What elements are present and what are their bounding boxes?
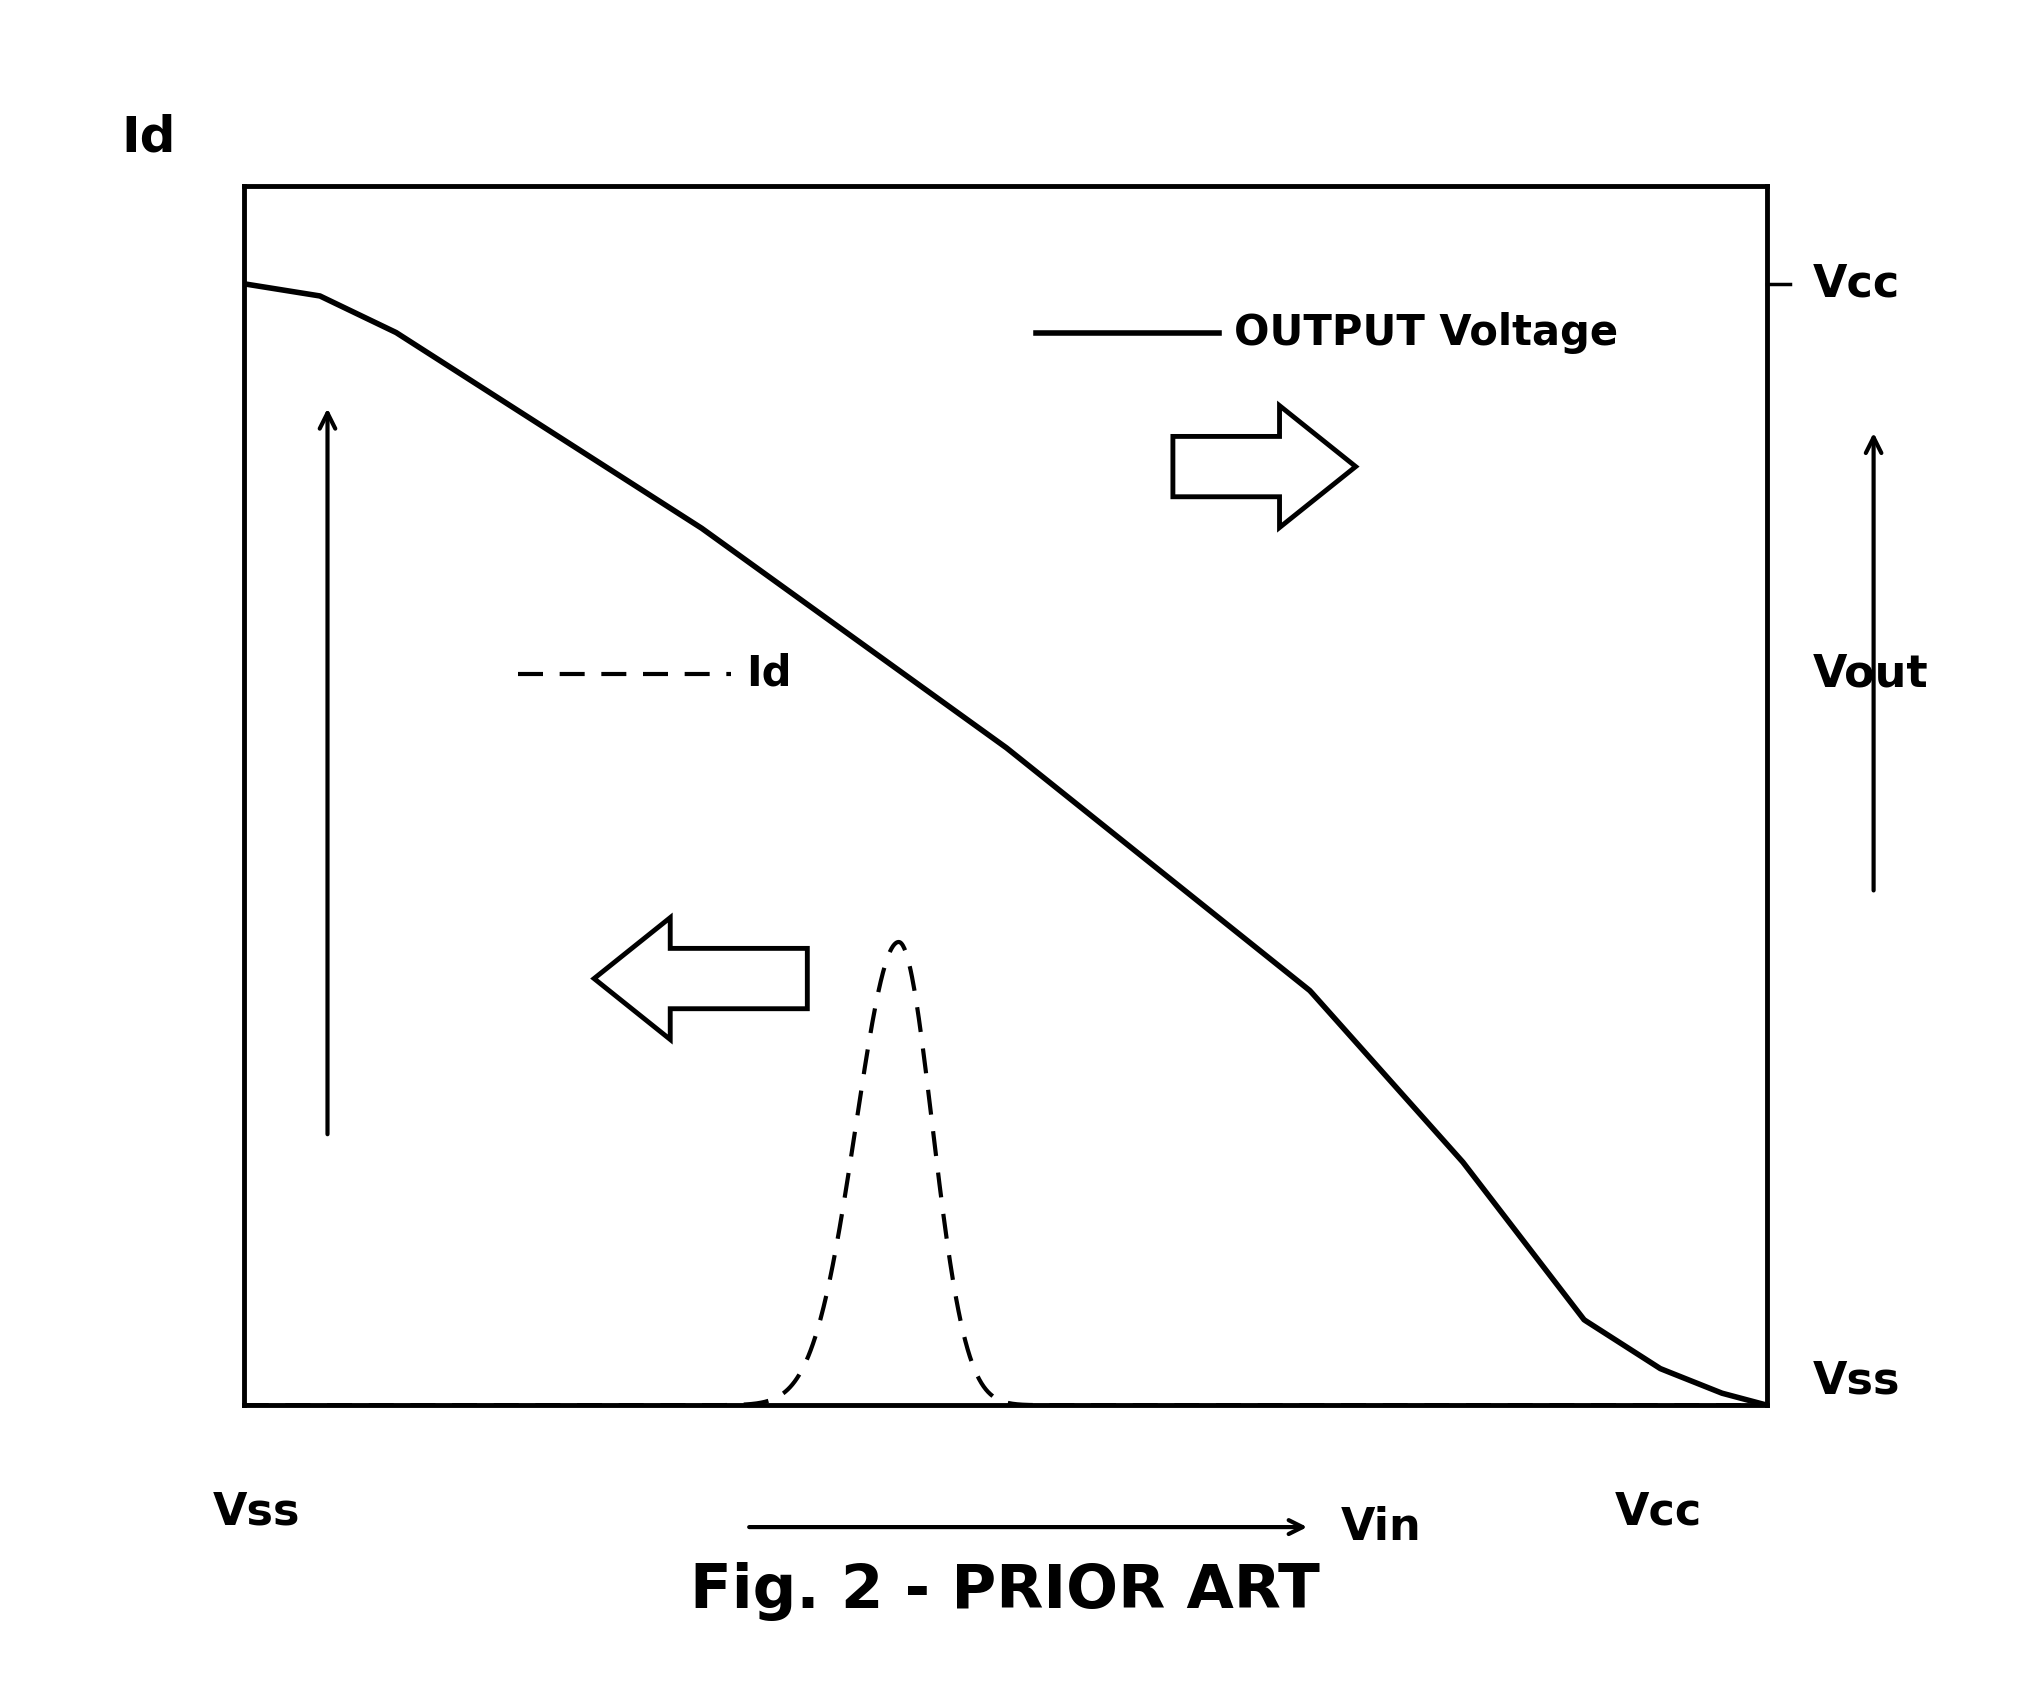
Text: Vcc: Vcc (1811, 262, 1898, 305)
Text: Fig. 2 - PRIOR ART: Fig. 2 - PRIOR ART (690, 1563, 1320, 1620)
Text: Vout: Vout (1811, 652, 1926, 696)
Text: Id: Id (122, 113, 177, 163)
FancyArrow shape (1173, 406, 1356, 528)
Text: Id: Id (747, 653, 792, 694)
Text: Vcc: Vcc (1614, 1490, 1701, 1534)
Text: Vss: Vss (1811, 1359, 1900, 1402)
Text: Vin: Vin (1340, 1505, 1421, 1549)
FancyArrow shape (593, 918, 808, 1040)
Text: Vss: Vss (213, 1490, 300, 1534)
Text: OUTPUT Voltage: OUTPUT Voltage (1232, 312, 1618, 354)
